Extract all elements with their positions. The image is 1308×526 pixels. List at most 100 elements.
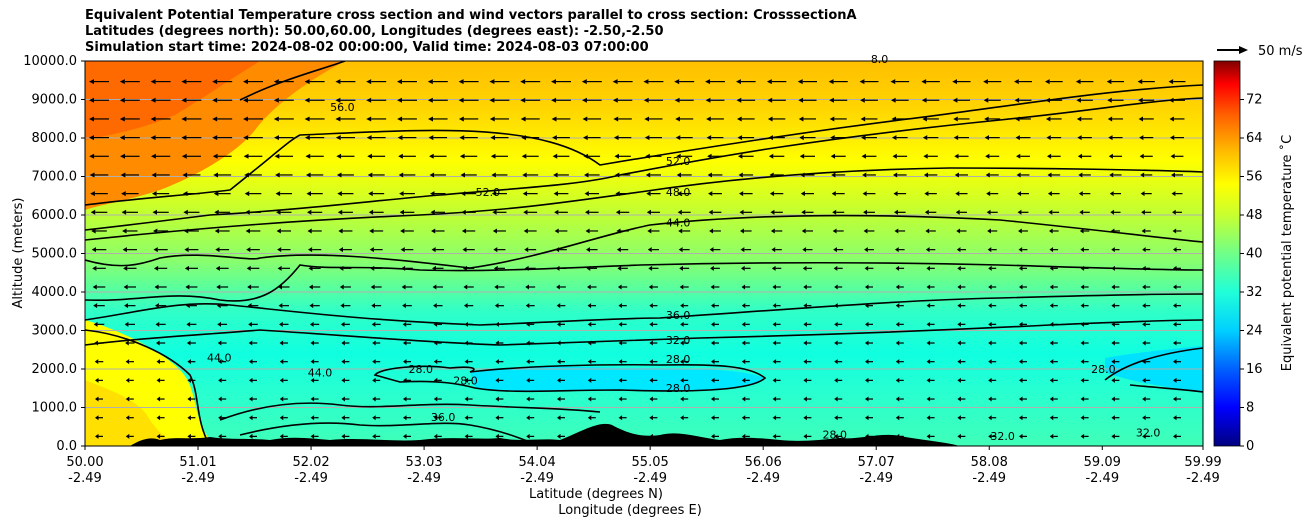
contour-44-left [85,329,211,446]
x-tick-label-lat: 58.08 [971,455,1008,470]
contour-label: 32.0 [990,430,1015,443]
wind-vector-head [1168,79,1174,85]
terrain-fill [85,423,960,446]
wind-vector-head [249,377,253,383]
wind-vector-head [89,116,94,122]
wind-vector-head [829,97,834,103]
wind-vector-head [1139,135,1144,141]
wind-vector-head [278,284,283,290]
wind-vector-head [183,228,189,234]
wind-vector-head [1077,153,1083,159]
wind-vector-head [433,340,438,346]
wind-vector-head [370,265,375,271]
x-axis-label-longitude: Longitude (degrees E) [558,503,702,518]
wind-vector-head [1049,433,1054,439]
wind-vector-head [369,228,374,234]
wind-vector-head [705,97,711,103]
wind-vector-head [735,79,741,85]
wind-vector-head [89,153,95,159]
wind-vector-head [248,340,253,346]
wind-vector-head [676,153,681,159]
wind-vector-head [1111,247,1115,253]
wind-vector-head [150,97,156,103]
x-axis: 50.00-2.4951.01-2.4952.02-2.4953.03-2.49… [66,446,1222,486]
wind-vector-head [803,340,807,346]
wind-vector-head [615,191,620,197]
wind-vector-head [493,265,498,271]
wind-vector-head [983,97,989,103]
wind-vector-head [1111,377,1115,383]
x-axis-label-latitude: Latitude (degrees N) [529,487,663,502]
wind-vector-head [427,79,433,85]
wind-vector-head [803,433,807,439]
wind-vector-head [495,377,499,383]
colorbar-tick-label: 40 [1246,247,1263,262]
wind-vector-head [584,191,589,197]
wind-vector-head [95,433,99,439]
contour-label: 28.0 [408,363,433,376]
wind-vector-head [277,265,282,271]
wind-vector-head [521,153,527,159]
wind-vector-head [243,153,249,159]
contour-label: 32.0 [1136,426,1161,439]
wind-vector-head [678,247,683,253]
wind-vector-head [372,359,376,365]
wind-vector-head [890,97,896,103]
wind-vector-head [772,359,777,365]
contour-52-upper [85,84,1203,206]
wind-vector-head [91,247,97,253]
wind-vector-head [953,116,958,122]
wind-vector-head [865,415,869,421]
wind-vector-head [926,433,931,439]
wind-vector-head [372,396,376,402]
wind-vector-head [1018,228,1022,234]
x-tick-label-lon: -2.49 [520,471,554,486]
wind-vector-head [464,415,469,421]
wind-vector-head [341,377,345,383]
wind-vector-head [1016,172,1021,178]
wind-vector-head [124,303,129,309]
wind-vector-head [1111,415,1115,421]
wind-vector-head [643,79,649,85]
y-tick-label: 4000.0 [32,285,78,300]
wind-vector-head [1110,209,1115,215]
wind-vector-head [675,116,680,122]
wind-vector-head [988,433,992,439]
y-tick-label: 2000.0 [32,362,78,377]
wind-vector-head [243,79,248,85]
wind-vector-head [151,172,157,178]
contour-label: 28.0 [666,353,691,366]
wind-vector-head [1111,396,1115,402]
wind-vector-head [119,79,125,85]
wind-vector-head [155,303,159,309]
wind-vector-head [249,359,253,365]
wind-vector-head [984,116,989,122]
wind-vector-head [926,321,931,327]
wind-vector-head [834,359,838,365]
wind-vector-head [1049,359,1054,365]
wind-vector-head [922,116,927,122]
wind-vector-head [649,359,653,365]
wind-vector-head [403,396,407,402]
wind-vector-head [895,396,900,402]
wind-vector-head [923,172,929,178]
wind-vector-head [367,172,373,178]
wind-vector-head [276,228,281,234]
wind-vector-head [125,359,130,365]
wind-vector-head [957,265,961,271]
wind-vector-head [183,209,188,215]
wind-vector-head [1080,396,1085,402]
wind-vector-head [399,209,404,215]
wind-vector-head [1138,97,1143,103]
wind-vector-head [707,153,712,159]
wind-vector-head [707,172,712,178]
wind-vector-head [1079,228,1084,234]
y-tick-label: 5000.0 [32,247,78,262]
wind-vector-head [1137,79,1143,85]
x-tick-label-lon: -2.49 [1186,471,1220,486]
wind-vector-head [988,396,992,402]
wind-vector-head [340,303,345,309]
y-axis: 0.0 1000.0 2000.0 3000.0 4000.0 5000.0 6000.0 7… [23,54,85,454]
wind-vector-head [1142,321,1146,327]
wind-vector-head [155,321,160,327]
